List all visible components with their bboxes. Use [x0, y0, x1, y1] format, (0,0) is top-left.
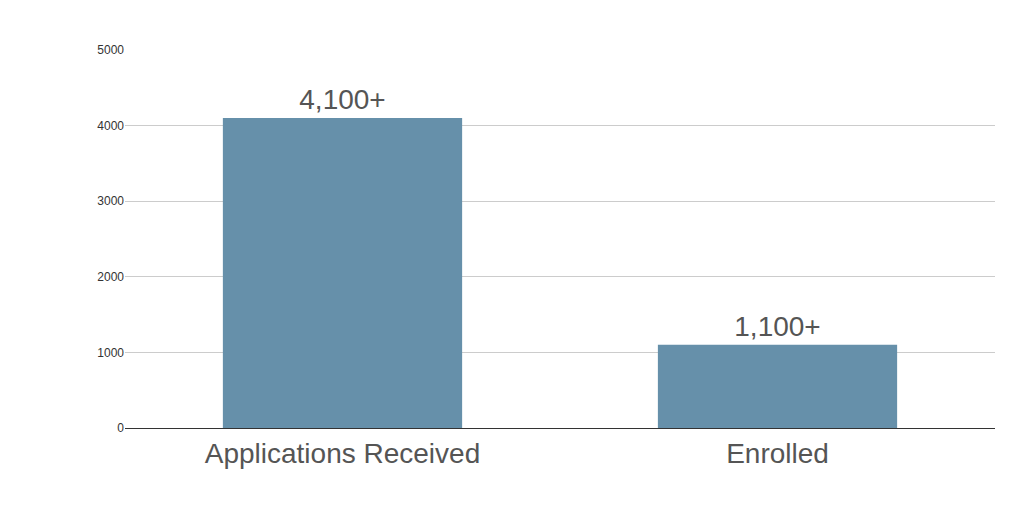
svg-text:3000: 3000 — [97, 194, 124, 208]
svg-text:1,100+: 1,100+ — [734, 311, 820, 342]
svg-text:4000: 4000 — [97, 119, 124, 133]
svg-text:Applications Received: Applications Received — [205, 438, 481, 469]
svg-text:1000: 1000 — [97, 346, 124, 360]
svg-text:2000: 2000 — [97, 270, 124, 284]
svg-text:0: 0 — [117, 421, 124, 435]
svg-text:5000: 5000 — [97, 43, 124, 57]
svg-text:Enrolled: Enrolled — [726, 438, 829, 469]
svg-text:4,100+: 4,100+ — [299, 84, 385, 115]
